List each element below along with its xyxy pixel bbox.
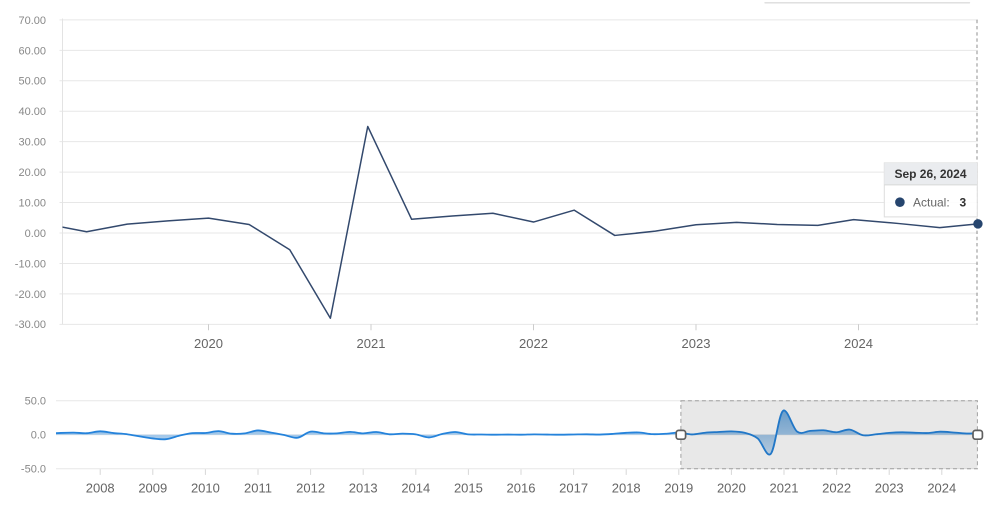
svg-text:2013: 2013 <box>349 481 378 496</box>
svg-text:2015: 2015 <box>454 481 483 496</box>
svg-text:2021: 2021 <box>770 481 799 496</box>
svg-text:40.00: 40.00 <box>18 106 46 118</box>
svg-text:20.00: 20.00 <box>18 167 46 179</box>
svg-text:70.00: 70.00 <box>18 15 46 27</box>
svg-text:Sep 26, 2024: Sep 26, 2024 <box>894 167 966 181</box>
svg-text:2019: 2019 <box>664 481 693 496</box>
svg-text:2010: 2010 <box>191 481 220 496</box>
svg-text:2008: 2008 <box>86 481 115 496</box>
svg-text:2024: 2024 <box>844 336 873 351</box>
svg-text:-50.0: -50.0 <box>21 464 46 476</box>
svg-text:2017: 2017 <box>559 481 588 496</box>
svg-text:2022: 2022 <box>519 336 548 351</box>
svg-text:2014: 2014 <box>401 481 430 496</box>
svg-text:2009: 2009 <box>138 481 167 496</box>
svg-text:0.0: 0.0 <box>31 430 46 442</box>
svg-text:30.00: 30.00 <box>18 137 46 149</box>
svg-text:2022: 2022 <box>822 481 851 496</box>
svg-text:50.0: 50.0 <box>25 396 46 408</box>
svg-text:10.00: 10.00 <box>18 197 46 209</box>
svg-text:60.00: 60.00 <box>18 45 46 57</box>
svg-text:2018: 2018 <box>612 481 641 496</box>
svg-text:2011: 2011 <box>244 481 272 496</box>
svg-text:Actual:: Actual: <box>913 196 950 210</box>
svg-text:2021: 2021 <box>357 336 386 351</box>
svg-text:2023: 2023 <box>875 481 904 496</box>
svg-text:2016: 2016 <box>507 481 536 496</box>
svg-text:50.00: 50.00 <box>18 76 46 88</box>
svg-text:-30.00: -30.00 <box>15 319 46 331</box>
svg-text:2020: 2020 <box>717 481 746 496</box>
svg-text:2012: 2012 <box>296 481 325 496</box>
svg-text:2024: 2024 <box>927 481 956 496</box>
svg-text:2023: 2023 <box>682 336 711 351</box>
svg-text:-10.00: -10.00 <box>15 258 46 270</box>
svg-text:3: 3 <box>960 196 967 210</box>
svg-text:0.00: 0.00 <box>25 228 46 240</box>
svg-text:2020: 2020 <box>194 336 223 351</box>
svg-text:-20.00: -20.00 <box>15 289 46 301</box>
